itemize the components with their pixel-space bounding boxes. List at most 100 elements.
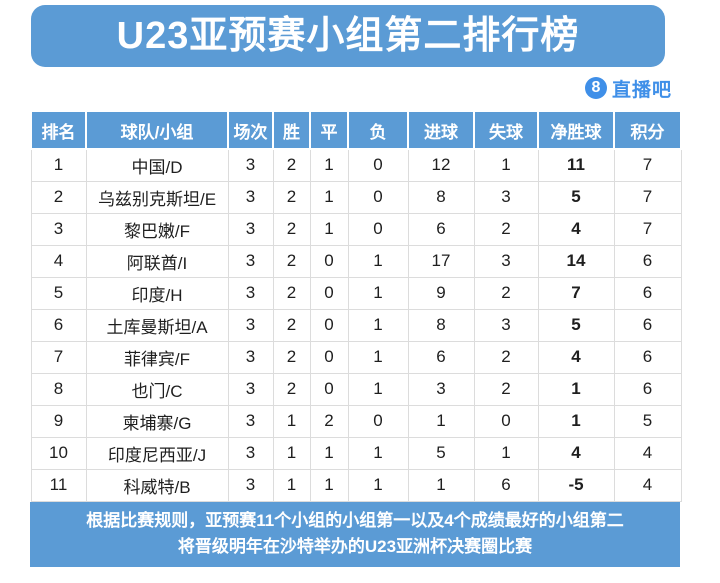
table-cell: 1: [309, 212, 349, 246]
table-cell: 3: [227, 180, 274, 214]
table-cell: 7: [613, 212, 682, 246]
table-cell: 1: [347, 308, 409, 342]
page-title: U23亚预赛小组第二排行榜: [116, 15, 580, 57]
table-cell: 2: [473, 340, 539, 374]
table-cell: 6: [613, 372, 682, 406]
table-cell: 4: [537, 340, 615, 374]
table-cell: 3: [227, 276, 274, 310]
logo-text: 直播吧: [611, 79, 672, 101]
table-cell: 3: [227, 404, 274, 438]
table-cell: 印度/H: [85, 276, 229, 310]
standings-table: 排名 球队/小组 场次 胜 平 负 进球 失球 净胜球 积分 1 中国/D 3 2 1 0…: [30, 110, 682, 502]
table-cell: 1: [537, 404, 615, 438]
table-cell: 6: [407, 212, 475, 246]
table-cell: 0: [347, 212, 409, 246]
table-row: 11 科威特/B 3 1 1 1 1 6 -5 4: [30, 468, 682, 502]
footer-line-2: 将晋级明年在沙特举办的U23亚洲杯决赛圈比赛: [177, 537, 533, 556]
table-cell: 2: [30, 180, 87, 214]
table-cell: 2: [272, 180, 311, 214]
table-cell: 1: [537, 372, 615, 406]
table-cell: 1: [347, 372, 409, 406]
table-cell: 6: [613, 340, 682, 374]
table-cell: 1: [473, 148, 539, 182]
table-cell: 0: [309, 244, 349, 278]
table-cell: 1: [309, 436, 349, 470]
table-cell: 1: [272, 404, 311, 438]
table-row: 10 印度尼西亚/J 3 1 1 1 5 1 4 4: [30, 436, 682, 470]
table-cell: 2: [272, 372, 311, 406]
table-row: 8 也门/C 3 2 0 1 3 2 1 6: [30, 372, 682, 406]
table-cell: 2: [272, 340, 311, 374]
table-cell: 黎巴嫩/F: [85, 212, 229, 246]
table-cell: 1: [407, 404, 475, 438]
table-cell: 2: [272, 308, 311, 342]
table-cell: 5: [30, 276, 87, 310]
table-row: 4 阿联酋/I 3 2 0 1 17 3 14 6: [30, 244, 682, 278]
table-cell: 3: [227, 212, 274, 246]
table-cell: 3: [227, 148, 274, 182]
table-cell: 6: [407, 340, 475, 374]
table-row: 2 乌兹别克斯坦/E 3 2 1 0 8 3 5 7: [30, 180, 682, 214]
table-cell: 3: [227, 340, 274, 374]
table-cell: 1: [347, 276, 409, 310]
table-cell: 2: [473, 276, 539, 310]
table-cell: 4: [537, 436, 615, 470]
table-cell: 6: [473, 468, 539, 502]
table-cell: 7: [613, 180, 682, 214]
header-cell-goals-against: 失球: [473, 110, 539, 150]
table-cell: 1: [473, 436, 539, 470]
header-cell-draws: 平: [309, 110, 349, 150]
table-cell: 5: [537, 308, 615, 342]
table-cell: 1: [347, 244, 409, 278]
table-cell: 0: [347, 404, 409, 438]
table-cell: 1: [347, 468, 409, 502]
table-row: 3 黎巴嫩/F 3 2 1 0 6 2 4 7: [30, 212, 682, 246]
table-cell: 4: [537, 212, 615, 246]
header-cell-played: 场次: [227, 110, 274, 150]
table-cell: 11: [30, 468, 87, 502]
table-cell: 8: [407, 180, 475, 214]
table-cell: 17: [407, 244, 475, 278]
table-cell: 4: [613, 436, 682, 470]
table-cell: 2: [272, 244, 311, 278]
footer-note: 根据比赛规则，亚预赛11个小组的小组第一以及4个成绩最好的小组第二 将晋级明年在…: [30, 501, 680, 567]
table-cell: 2: [473, 212, 539, 246]
table-cell: 5: [613, 404, 682, 438]
table-cell: 2: [309, 404, 349, 438]
table-cell: 3: [227, 244, 274, 278]
table-cell: 5: [407, 436, 475, 470]
table-cell: 3: [30, 212, 87, 246]
table-cell: 印度尼西亚/J: [85, 436, 229, 470]
table-cell: 也门/C: [85, 372, 229, 406]
table-cell: 3: [473, 180, 539, 214]
header-row: 排名 球队/小组 场次 胜 平 负 进球 失球 净胜球 积分: [30, 110, 682, 150]
table-cell: 柬埔寨/G: [85, 404, 229, 438]
table-cell: 菲律宾/F: [85, 340, 229, 374]
table-row: 1 中国/D 3 2 1 0 12 1 11 7: [30, 148, 682, 182]
table-cell: 0: [309, 276, 349, 310]
table-cell: 0: [473, 404, 539, 438]
table-row: 7 菲律宾/F 3 2 0 1 6 2 4 6: [30, 340, 682, 374]
title-banner: U23亚预赛小组第二排行榜: [31, 5, 665, 67]
table-cell: 2: [473, 372, 539, 406]
header-cell-team-group: 球队/小组: [85, 110, 229, 150]
table-cell: 0: [309, 340, 349, 374]
table-cell: 6: [30, 308, 87, 342]
header-cell-goals-for: 进球: [407, 110, 475, 150]
table-cell: 3: [227, 372, 274, 406]
table-cell: 7: [537, 276, 615, 310]
table-cell: 6: [613, 308, 682, 342]
table-cell: 1: [407, 468, 475, 502]
header-cell-losses: 负: [347, 110, 409, 150]
table-cell: 9: [407, 276, 475, 310]
table-cell: 6: [613, 276, 682, 310]
table-cell: 1: [309, 148, 349, 182]
table-cell: 科威特/B: [85, 468, 229, 502]
table-cell: -5: [537, 468, 615, 502]
table-cell: 2: [272, 212, 311, 246]
table-cell: 7: [613, 148, 682, 182]
table-row: 6 土库曼斯坦/A 3 2 0 1 8 3 5 6: [30, 308, 682, 342]
table-cell: 10: [30, 436, 87, 470]
table-cell: 3: [473, 244, 539, 278]
table-cell: 4: [30, 244, 87, 278]
